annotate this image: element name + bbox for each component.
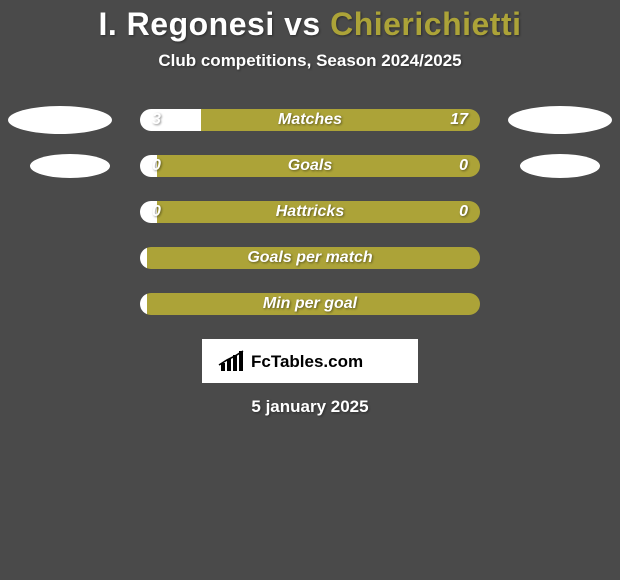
brand-box: FcTables.com [202,339,418,383]
date: 5 january 2025 [0,397,620,417]
brand-text: FcTables.com [251,352,363,371]
stat-bar-right [201,109,480,131]
stat-bar-right [147,247,480,269]
stat-bar [140,247,480,269]
player1-name: I. Regonesi [99,6,275,42]
player2-name: Chierichietti [330,6,521,42]
stat-bar [140,109,480,131]
stat-value-left: 0 [152,155,161,177]
stat-bar [140,155,480,177]
stat-bar-left [140,247,147,269]
page-title: I. Regonesi vs Chierichietti [0,0,620,43]
stat-row: Min per goal [0,293,620,315]
stat-row: Goals per match [0,247,620,269]
player1-avatar [8,106,112,134]
stat-bar-right [157,155,480,177]
stat-row: Matches317 [0,109,620,131]
stat-bar-right [157,201,480,223]
player2-avatar [520,154,600,178]
stat-value-left: 3 [152,109,161,131]
stat-value-right: 0 [459,201,468,223]
stat-bar [140,201,480,223]
stat-value-left: 0 [152,201,161,223]
brand-logo: FcTables.com [215,346,405,376]
comparison-infographic: I. Regonesi vs Chierichietti Club compet… [0,0,620,580]
stat-row: Hattricks00 [0,201,620,223]
stat-bar-left [140,293,147,315]
vs-text: vs [284,6,321,42]
stat-rows: Matches317Goals00Hattricks00Goals per ma… [0,109,620,315]
stat-row: Goals00 [0,155,620,177]
stat-bar-right [147,293,480,315]
player2-avatar [508,106,612,134]
stat-value-right: 0 [459,155,468,177]
player1-avatar [30,154,110,178]
subtitle: Club competitions, Season 2024/2025 [0,51,620,71]
stat-value-right: 17 [450,109,468,131]
stat-bar-left [140,109,201,131]
stat-bar [140,293,480,315]
